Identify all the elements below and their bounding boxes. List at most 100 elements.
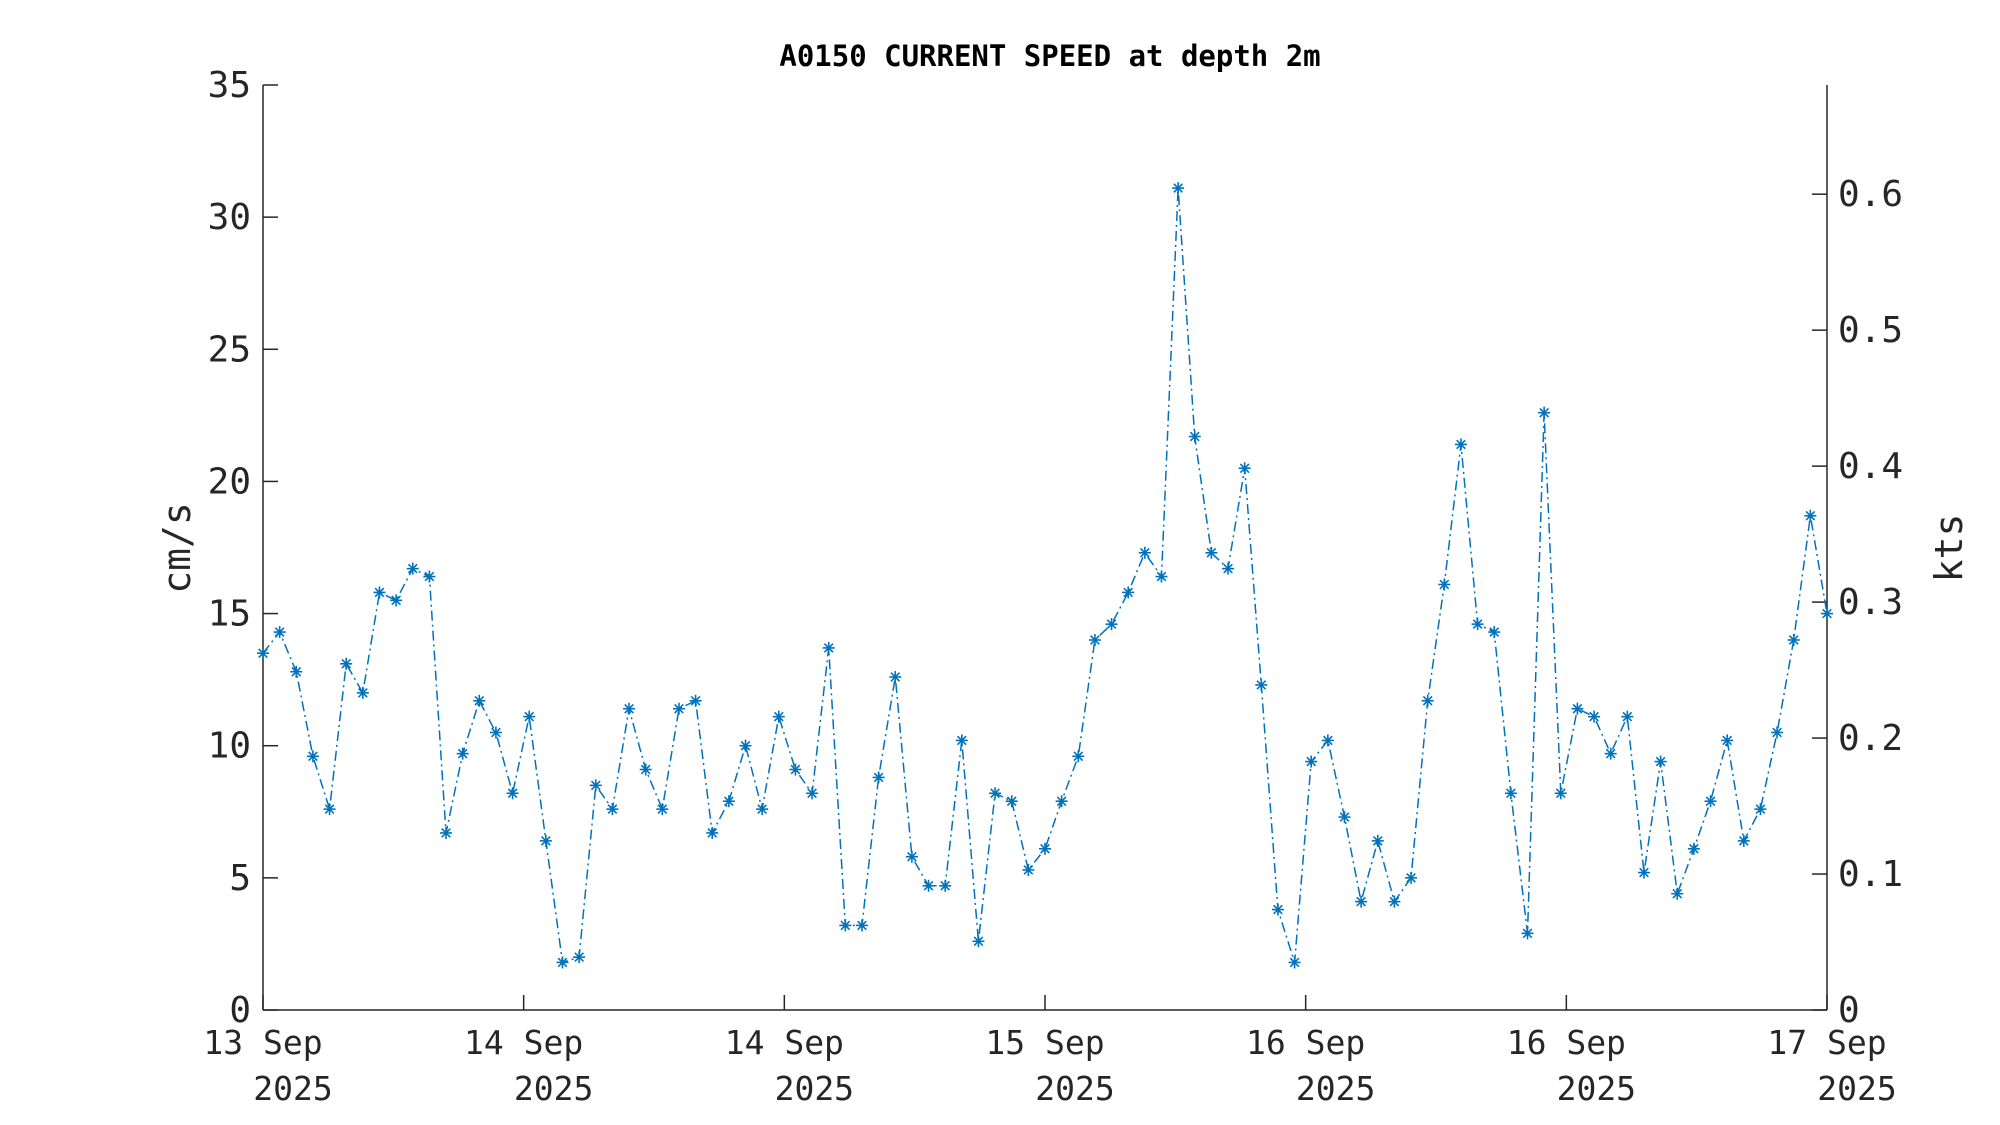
data-point [1488, 626, 1501, 639]
data-point [1554, 787, 1567, 800]
chart-title: A0150 CURRENT SPEED at depth 2m [779, 39, 1320, 73]
x-tick-label: 16 Sep [1507, 1023, 1626, 1062]
data-point [1787, 634, 1800, 646]
y-tick-label: 20 [208, 461, 251, 502]
data-point [722, 795, 735, 808]
x-tick-label-year: 2025 [1817, 1069, 1896, 1108]
data-point [639, 763, 652, 776]
data-point [672, 702, 685, 715]
data-point [1039, 842, 1051, 855]
data-point [1138, 546, 1151, 559]
data-point [257, 647, 269, 660]
y-tick-label: 0 [229, 990, 251, 1031]
data-point [789, 763, 802, 776]
data-point [573, 951, 586, 964]
data-point [1321, 734, 1334, 747]
data-point [955, 734, 968, 747]
data-point [1155, 570, 1168, 583]
data-point [656, 803, 669, 816]
data-point [706, 826, 719, 839]
plot-frame [262, 85, 1828, 1011]
data-point [323, 803, 336, 816]
data-point [756, 803, 769, 816]
data-point [1521, 927, 1534, 940]
y-right-tick-label: 0.4 [1838, 446, 1903, 487]
data-point [273, 626, 286, 639]
data-point [623, 702, 636, 715]
data-point [556, 956, 569, 969]
series-speed [257, 182, 1833, 969]
data-point [1405, 871, 1418, 884]
data-point [822, 641, 835, 654]
data-point [1637, 866, 1650, 879]
data-point [939, 879, 952, 892]
x-tick-label-year: 2025 [775, 1069, 854, 1108]
y-tick-label: 35 [208, 65, 251, 106]
data-point [1654, 755, 1667, 768]
data-point [473, 694, 486, 707]
y-axis-label: cm/s [155, 502, 199, 594]
data-point [1804, 509, 1817, 522]
x-tick-label: 13 Sep [203, 1023, 322, 1062]
data-point [839, 919, 852, 932]
data-point [922, 879, 935, 892]
data-point [340, 657, 353, 670]
data-point [889, 671, 902, 683]
data-point [689, 694, 702, 707]
data-point [1172, 182, 1185, 195]
data-point [1371, 834, 1384, 847]
y-right-tick-label: 0 [1838, 990, 1860, 1031]
data-point [1737, 834, 1750, 847]
data-point [1288, 956, 1301, 969]
data-point [1355, 895, 1368, 908]
data-point [1687, 842, 1700, 855]
x-axis: 13 Sep 2025 14 Sep 2025 14 Sep 2025 15 Sep 2025… [203, 995, 1897, 1108]
data-point [306, 750, 319, 763]
data-point [1821, 607, 1833, 620]
data-point [855, 919, 868, 932]
y-axis-right-label: kts [1927, 514, 1971, 583]
data-point [1072, 750, 1085, 763]
data-point [356, 686, 369, 699]
data-point [1305, 755, 1318, 768]
x-tick-label: 16 Sep [1246, 1023, 1365, 1062]
y-tick-label: 15 [208, 594, 251, 635]
x-tick-label-year: 2025 [1035, 1069, 1114, 1108]
data-point [1538, 406, 1551, 419]
data-point [1588, 710, 1601, 723]
y-right-tick-label: 0.1 [1838, 854, 1903, 895]
y-tick-label: 30 [208, 197, 251, 238]
data-point [905, 850, 918, 863]
data-point [1704, 795, 1717, 808]
x-tick-label: 17 Sep [1767, 1023, 1886, 1062]
data-point [1055, 795, 1068, 808]
data-point [523, 710, 536, 723]
data-point [739, 739, 752, 752]
y-tick-label: 10 [208, 726, 251, 767]
y-right-tick-label: 0.3 [1838, 582, 1903, 623]
data-point [539, 834, 552, 847]
data-point [1571, 702, 1584, 715]
data-point [606, 803, 619, 816]
data-point [440, 826, 453, 839]
data-point [872, 771, 885, 784]
data-point [1721, 734, 1734, 747]
data-point [1754, 803, 1767, 816]
data-point [1771, 726, 1784, 739]
data-point [1471, 618, 1484, 631]
data-point [1088, 634, 1101, 646]
data-point [1238, 462, 1251, 475]
data-point [1604, 747, 1617, 760]
data-point [506, 787, 519, 800]
data-point [806, 787, 819, 800]
data-point [1271, 903, 1284, 916]
data-point [1454, 438, 1467, 451]
data-point [1255, 678, 1268, 691]
data-point [290, 665, 303, 678]
x-tick-label: 15 Sep [985, 1023, 1104, 1062]
data-point [1388, 895, 1401, 908]
y-axis-left: 0 5 10 15 20 25 30 35 [208, 65, 278, 1031]
y-right-tick-label: 0.2 [1838, 718, 1903, 759]
x-tick-label: 14 Sep [725, 1023, 844, 1062]
